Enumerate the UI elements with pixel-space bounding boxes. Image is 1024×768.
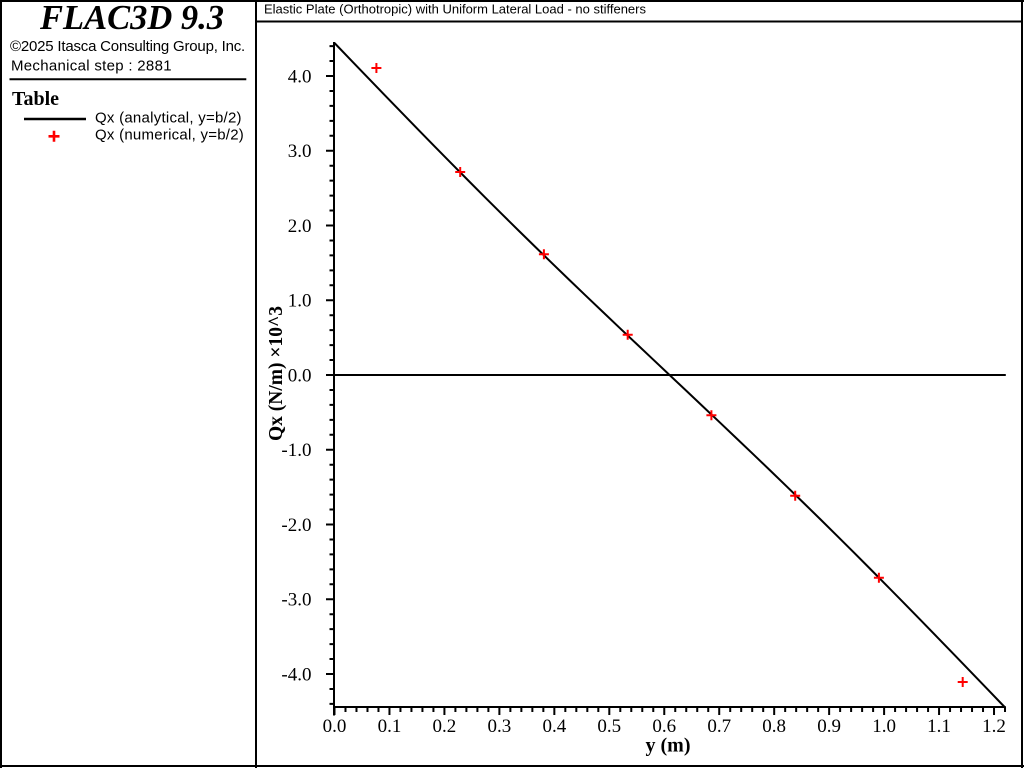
- svg-text:3.0: 3.0: [288, 141, 312, 162]
- svg-text:Mechanical step : 2881: Mechanical step : 2881: [11, 58, 172, 75]
- svg-text:0.0: 0.0: [288, 365, 312, 386]
- svg-text:-1.0: -1.0: [281, 440, 311, 461]
- svg-text:0.3: 0.3: [488, 716, 512, 737]
- svg-text:Qx (analytical, y=b/2): Qx (analytical, y=b/2): [95, 110, 242, 127]
- svg-text:0.7: 0.7: [707, 716, 731, 737]
- svg-text:-4.0: -4.0: [281, 664, 311, 685]
- svg-text:0.8: 0.8: [762, 716, 786, 737]
- svg-text:0.9: 0.9: [817, 716, 841, 737]
- svg-text:-2.0: -2.0: [281, 515, 311, 536]
- svg-text:0.6: 0.6: [652, 716, 676, 737]
- svg-text:1.1: 1.1: [927, 716, 951, 737]
- svg-text:©2025 Itasca Consulting Group,: ©2025 Itasca Consulting Group, Inc.: [10, 38, 245, 55]
- svg-text:0.5: 0.5: [597, 716, 621, 737]
- svg-text:Table: Table: [12, 88, 59, 110]
- svg-text:1.0: 1.0: [872, 716, 896, 737]
- svg-text:0.4: 0.4: [542, 716, 566, 737]
- svg-text:-3.0: -3.0: [281, 590, 311, 611]
- svg-text:4.0: 4.0: [288, 66, 312, 87]
- svg-text:Qx (N/m) ×10^3: Qx (N/m) ×10^3: [266, 306, 287, 441]
- svg-text:0.0: 0.0: [323, 716, 347, 737]
- svg-text:0.2: 0.2: [433, 716, 457, 737]
- svg-text:1.0: 1.0: [288, 291, 312, 312]
- svg-text:0.1: 0.1: [378, 716, 402, 737]
- svg-text:FLAC3D 9.3: FLAC3D 9.3: [39, 0, 224, 37]
- svg-text:Qx (numerical, y=b/2): Qx (numerical, y=b/2): [95, 127, 244, 144]
- svg-text:Elastic Plate (Orthotropic) wi: Elastic Plate (Orthotropic) with Uniform…: [264, 2, 646, 17]
- svg-text:2.0: 2.0: [288, 216, 312, 237]
- svg-text:y (m): y (m): [646, 735, 691, 757]
- svg-text:1.2: 1.2: [982, 716, 1006, 737]
